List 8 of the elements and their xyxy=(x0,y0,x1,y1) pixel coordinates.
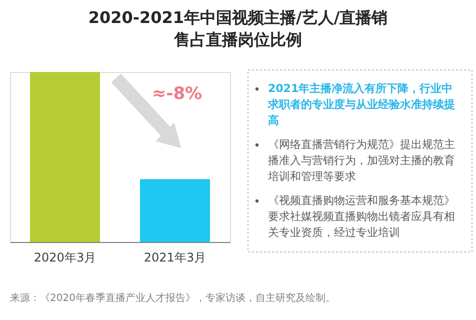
x-tick-label: 2021年3月 xyxy=(144,250,206,264)
text: 《视频直播购物运营和服务基本规范》要求社媒视频直播购物出镜者应具有相关专业资质，经过专业培训 xyxy=(268,194,455,239)
text: 2021年主播净流入有所下降，行业中求职者的专业度与从业经验水准持续提高 xyxy=(267,82,455,127)
x-tick-label: 2020年3月 xyxy=(34,250,96,264)
chart-title: 2020-2021年中国视频主播/艺人/直播销售占直播岗位比例 xyxy=(88,8,388,49)
source-note: 来源：《2020年春季直播产业人才报告》，专家访谈，自主研究及绘制。 xyxy=(10,292,336,304)
text: 《网络直播营销行为规范》提出规范主播准入与营销行为，加强对主播的教育培训和管理等要求 xyxy=(267,138,455,183)
annotation: ≈-8% xyxy=(152,84,202,104)
